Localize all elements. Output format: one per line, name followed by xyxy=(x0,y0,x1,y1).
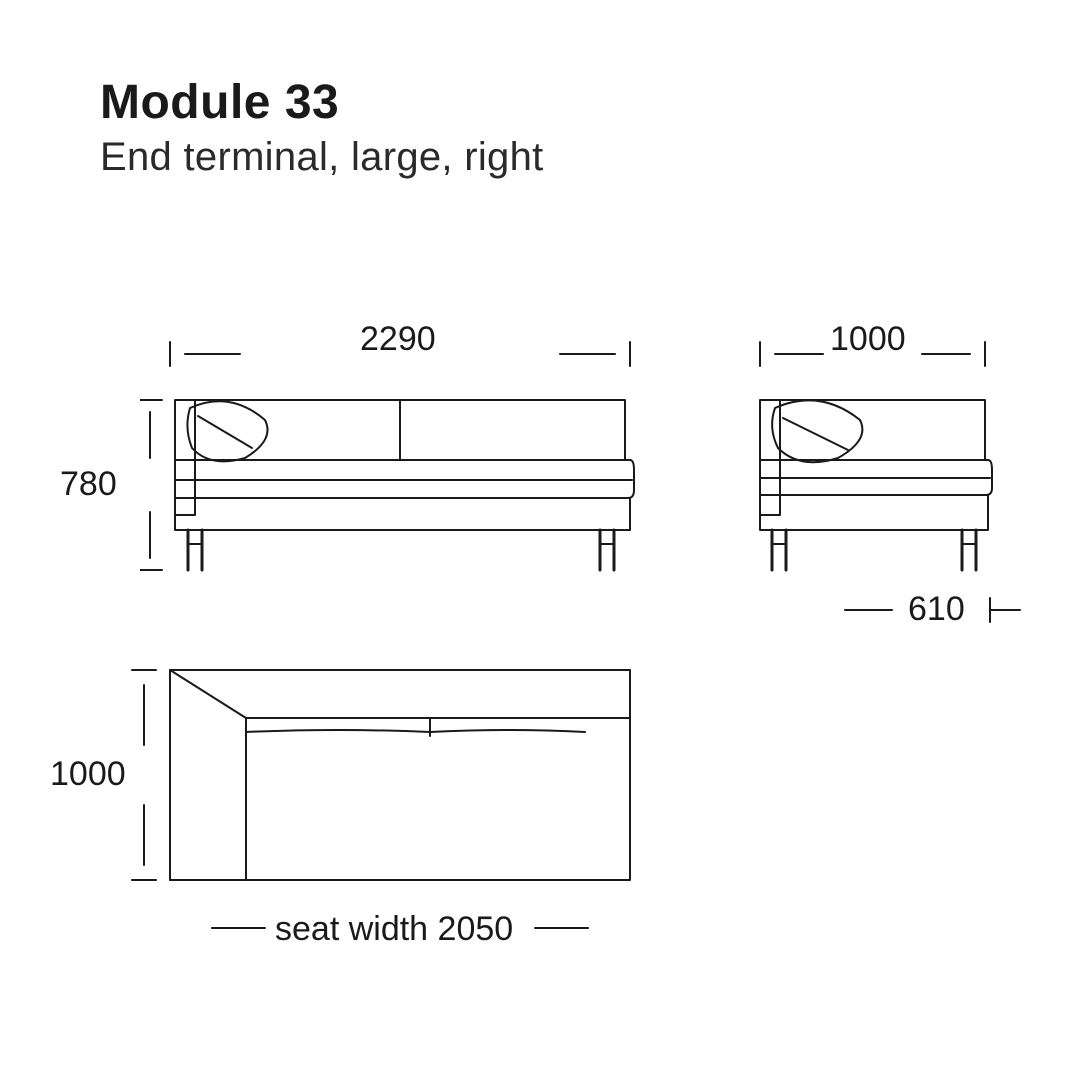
module-subtitle: End terminal, large, right xyxy=(100,135,544,180)
label-seat-width-2050: seat width 2050 xyxy=(275,910,513,949)
dim-left-top xyxy=(132,670,156,880)
dim-left-front xyxy=(140,400,162,570)
side-view xyxy=(720,325,1040,625)
label-height-780: 780 xyxy=(60,465,117,504)
module-title: Module 33 xyxy=(100,75,339,130)
spec-sheet: Module 33 End terminal, large, right xyxy=(0,0,1080,1080)
label-width-2290: 2290 xyxy=(360,320,436,359)
front-view xyxy=(140,330,680,590)
label-width-1000-side: 1000 xyxy=(830,320,906,359)
label-depth-1000: 1000 xyxy=(50,755,126,794)
label-seat-depth-610: 610 xyxy=(908,590,965,629)
